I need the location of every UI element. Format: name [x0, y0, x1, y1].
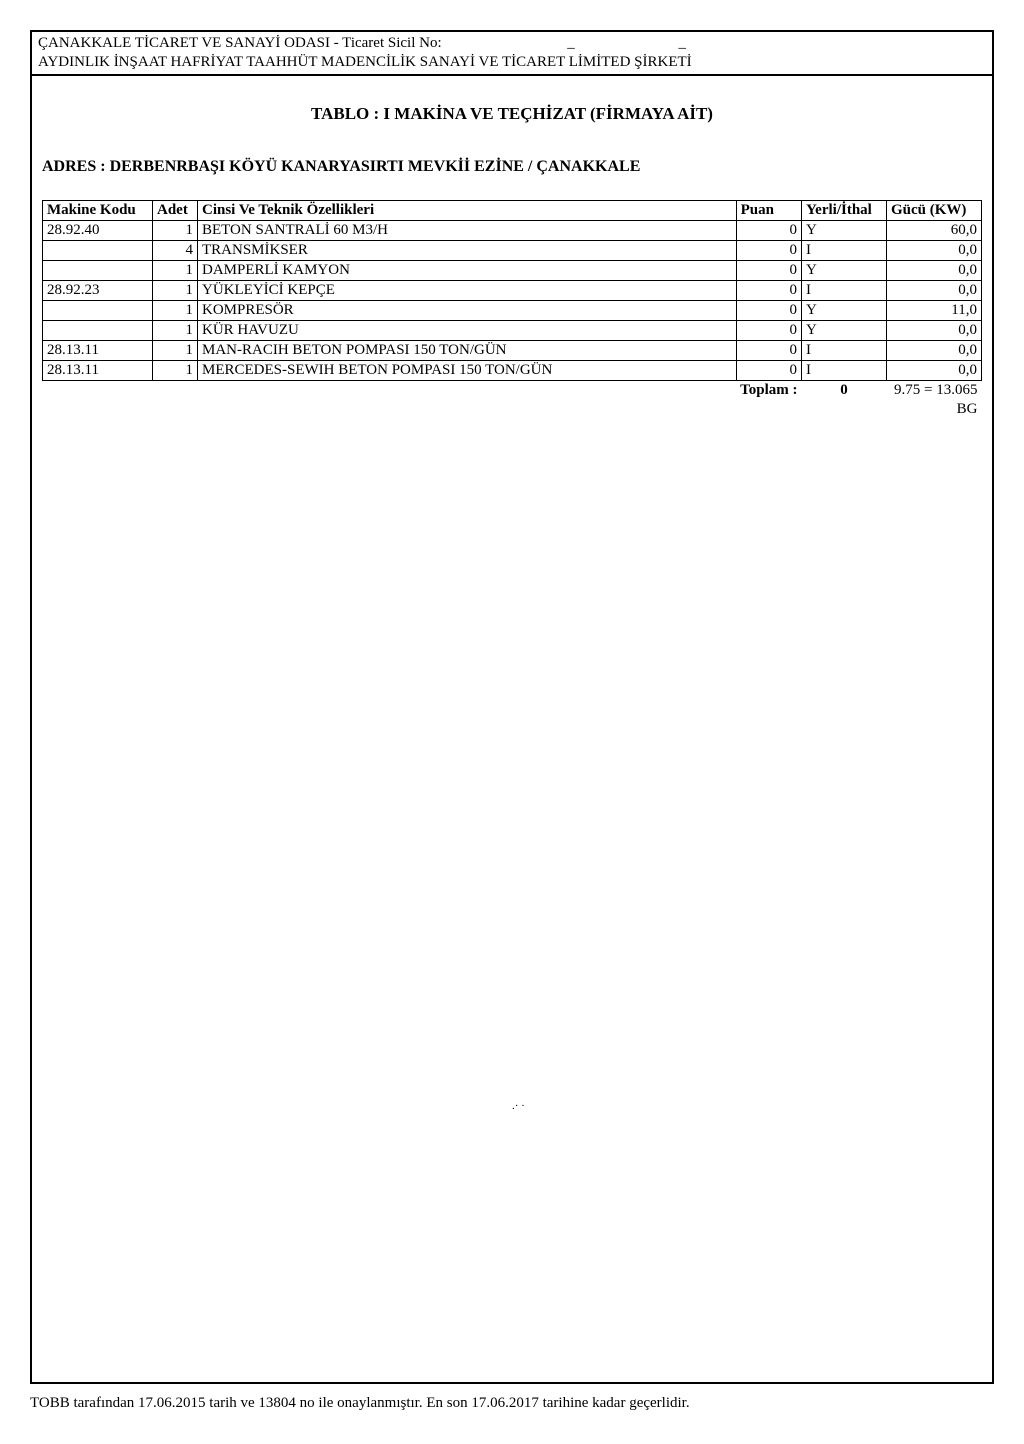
cell-yi: Y [802, 260, 887, 280]
machine-table-wrap: Makine Kodu Adet Cinsi Ve Teknik Özellik… [32, 200, 992, 419]
cell-adet: 1 [153, 340, 198, 360]
cell-cinsi: BETON SANTRALİ 60 M3/H [198, 220, 737, 240]
col-header-gucu: Gücü (KW) [887, 200, 982, 220]
document-border: ÇANAKKALE TİCARET VE SANAYİ ODASI - Tica… [30, 30, 994, 1384]
cell-gucu: 0,0 [887, 240, 982, 260]
cell-adet: 4 [153, 240, 198, 260]
cell-gucu: 0,0 [887, 280, 982, 300]
cell-kod [43, 240, 153, 260]
cell-cinsi: DAMPERLİ KAMYON [198, 260, 737, 280]
cell-puan: 0 [736, 220, 801, 240]
bg-value: BG [43, 400, 982, 419]
dash-icon: _ [567, 35, 575, 51]
cell-puan: 0 [736, 280, 801, 300]
cell-kod: 28.13.11 [43, 360, 153, 380]
cell-cinsi: MAN-RACIH BETON POMPASI 150 TON/GÜN [198, 340, 737, 360]
cell-puan: 0 [736, 340, 801, 360]
col-header-cinsi: Cinsi Ve Teknik Özellikleri [198, 200, 737, 220]
table-row: 28.92.40 1 BETON SANTRALİ 60 M3/H 0 Y 60… [43, 220, 982, 240]
table-row: 28.13.11 1 MERCEDES-SEWIH BETON POMPASI … [43, 360, 982, 380]
address-line: ADRES : DERBENRBAŞI KÖYÜ KANARYASIRTI ME… [32, 152, 992, 200]
cell-kod: 28.92.40 [43, 220, 153, 240]
cell-adet: 1 [153, 320, 198, 340]
cell-kod [43, 260, 153, 280]
cell-cinsi: KOMPRESÖR [198, 300, 737, 320]
table-row: 1 KOMPRESÖR 0 Y 11,0 [43, 300, 982, 320]
company-line: AYDINLIK İNŞAAT HAFRİYAT TAAHHÜT MADENCİ… [38, 53, 986, 72]
document-header: ÇANAKKALE TİCARET VE SANAYİ ODASI - Tica… [32, 32, 992, 76]
table-row: 1 DAMPERLİ KAMYON 0 Y 0,0 [43, 260, 982, 280]
cell-cinsi: TRANSMİKSER [198, 240, 737, 260]
cell-yi: I [802, 360, 887, 380]
totals-label: Toplam : [736, 380, 801, 400]
cell-yi: I [802, 280, 887, 300]
cell-puan: 0 [736, 360, 801, 380]
table-row: 28.13.11 1 MAN-RACIH BETON POMPASI 150 T… [43, 340, 982, 360]
machine-table: Makine Kodu Adet Cinsi Ve Teknik Özellik… [42, 200, 982, 419]
totals-puan: 0 [802, 380, 887, 400]
cell-adet: 1 [153, 280, 198, 300]
col-header-kod: Makine Kodu [43, 200, 153, 220]
table-row: 1 KÜR HAVUZU 0 Y 0,0 [43, 320, 982, 340]
cell-cinsi: YÜKLEYİCİ KEPÇE [198, 280, 737, 300]
cell-puan: 0 [736, 320, 801, 340]
table-header-row: Makine Kodu Adet Cinsi Ve Teknik Özellik… [43, 200, 982, 220]
cell-cinsi: MERCEDES-SEWIH BETON POMPASI 150 TON/GÜN [198, 360, 737, 380]
cell-gucu: 0,0 [887, 260, 982, 280]
tiny-mark: .· · [512, 1100, 525, 1112]
cell-yi: Y [802, 220, 887, 240]
cell-gucu: 0,0 [887, 320, 982, 340]
dash-icon: _ [679, 35, 687, 51]
cell-cinsi: KÜR HAVUZU [198, 320, 737, 340]
cell-yi: Y [802, 320, 887, 340]
col-header-puan: Puan [736, 200, 801, 220]
totals-gucu: 9.75 = 13.065 [887, 380, 982, 400]
totals-row: Toplam : 0 9.75 = 13.065 [43, 380, 982, 400]
cell-adet: 1 [153, 360, 198, 380]
chamber-text: ÇANAKKALE TİCARET VE SANAYİ ODASI - Tica… [38, 34, 442, 53]
cell-adet: 1 [153, 220, 198, 240]
col-header-yerli: Yerli/İthal [802, 200, 887, 220]
cell-gucu: 11,0 [887, 300, 982, 320]
cell-adet: 1 [153, 260, 198, 280]
cell-kod [43, 320, 153, 340]
cell-yi: I [802, 340, 887, 360]
cell-kod: 28.13.11 [43, 340, 153, 360]
table-row: 28.92.23 1 YÜKLEYİCİ KEPÇE 0 I 0,0 [43, 280, 982, 300]
col-header-adet: Adet [153, 200, 198, 220]
cell-adet: 1 [153, 300, 198, 320]
cell-puan: 0 [736, 260, 801, 280]
cell-kod: 28.92.23 [43, 280, 153, 300]
cell-puan: 0 [736, 240, 801, 260]
footer-line: TOBB tarafından 17.06.2015 tarih ve 1380… [30, 1395, 690, 1412]
cell-yi: Y [802, 300, 887, 320]
cell-puan: 0 [736, 300, 801, 320]
bg-row: BG [43, 400, 982, 419]
cell-gucu: 0,0 [887, 360, 982, 380]
chamber-line: ÇANAKKALE TİCARET VE SANAYİ ODASI - Tica… [38, 34, 986, 53]
table-row: 4 TRANSMİKSER 0 I 0,0 [43, 240, 982, 260]
page-title: TABLO : I MAKİNA VE TEÇHİZAT (FİRMAYA Aİ… [32, 76, 992, 152]
cell-gucu: 0,0 [887, 340, 982, 360]
cell-gucu: 60,0 [887, 220, 982, 240]
cell-yi: I [802, 240, 887, 260]
cell-kod [43, 300, 153, 320]
